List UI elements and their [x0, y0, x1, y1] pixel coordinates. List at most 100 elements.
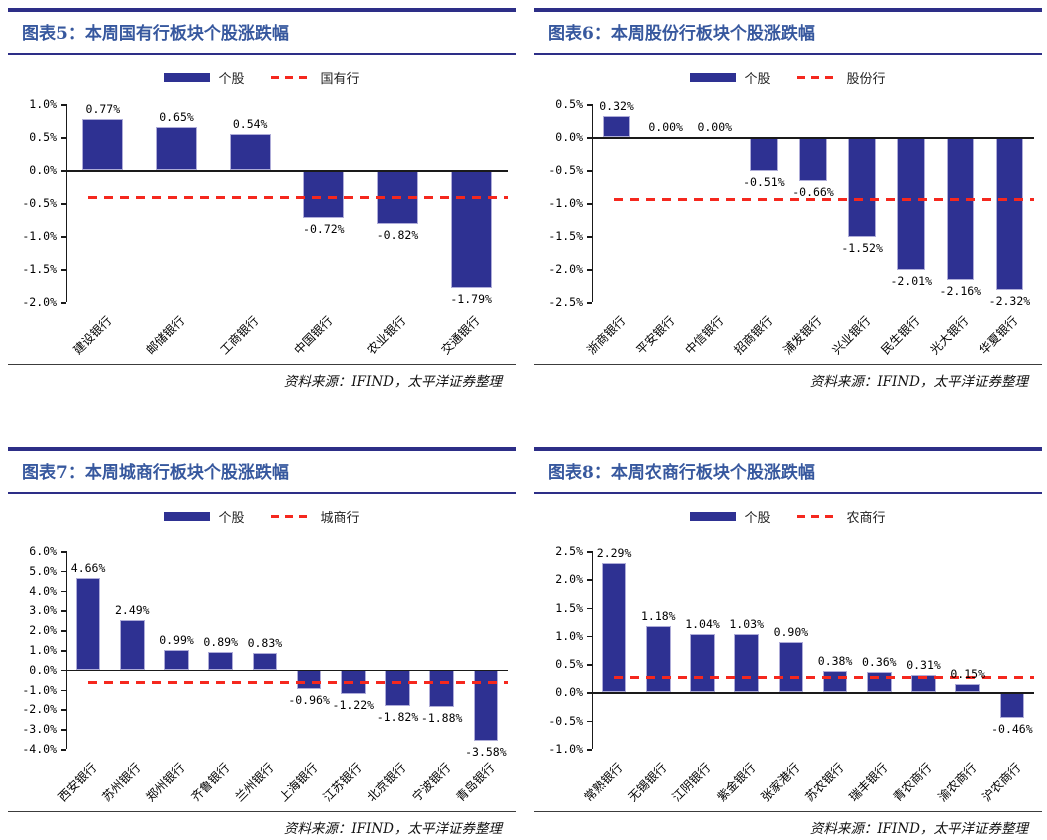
category-label: 兴业银行: [829, 313, 874, 358]
panel-top-rule: [8, 447, 516, 451]
y-tick-label: -1.0%: [548, 742, 583, 756]
bar: [82, 119, 124, 170]
category-label: 紫金银行: [714, 760, 759, 805]
value-label: -0.82%: [376, 228, 419, 243]
bar-chart: 2.5% 2.0% 1.5% 1.0% 0.5% 0.0% -0.5% -1.0% 2.29% 常…: [534, 543, 1042, 807]
category-label: 无锡银行: [625, 760, 670, 805]
y-tick: [61, 729, 66, 731]
y-tick-label: -3.0%: [22, 722, 57, 737]
y-tick: [61, 669, 66, 672]
value-label: 0.36%: [861, 655, 897, 670]
category-label: 张家港行: [758, 760, 803, 805]
panel-top-rule: [534, 8, 1042, 12]
figure-title: 图表5：本周国有行板块个股涨跌幅: [22, 24, 289, 44]
y-tick: [61, 302, 66, 304]
bar-series-swatch: [164, 511, 211, 521]
category-label: 农业银行: [364, 313, 409, 358]
category-label: 建设银行: [70, 313, 115, 358]
value-label: 2.29%: [596, 545, 632, 560]
category-label: 兰州银行: [232, 760, 277, 805]
y-tick-label: 0.0%: [555, 685, 583, 700]
category-label: 瑞丰银行: [846, 760, 891, 805]
y-tick-label: 1.0%: [29, 643, 57, 657]
figure-title: 图表8：本周农商行板块个股涨跌幅: [548, 463, 815, 483]
value-label: -1.82%: [376, 709, 419, 724]
y-tick-label: 0.0%: [29, 662, 57, 677]
bar: [385, 669, 410, 706]
value-label: -0.51%: [743, 174, 785, 189]
y-tick-label: 0.5%: [555, 657, 583, 672]
y-tick: [61, 104, 66, 106]
figure-panel-7: 图表7：本周城商行板块个股涨跌幅 个股 城商行 6.0% 5.0% 4.0% 3.0%…: [8, 447, 516, 837]
value-label: 0.89%: [203, 635, 238, 650]
y-tick-label: -1.0%: [22, 229, 57, 243]
bar: [734, 634, 760, 693]
category-label: 渝农商行: [935, 760, 980, 805]
title-divider: [8, 492, 516, 494]
y-tick: [587, 579, 592, 581]
y-tick-label: 0.5%: [29, 130, 57, 144]
value-label: -1.88%: [420, 711, 463, 726]
category-label: 江苏银行: [320, 760, 365, 805]
y-tick-label: 2.0%: [29, 623, 57, 638]
panel-top-rule: [8, 8, 516, 12]
y-tick-label: -1.0%: [548, 196, 583, 210]
y-tick-label: -1.5%: [22, 262, 57, 276]
y-tick: [61, 749, 66, 751]
y-tick: [61, 630, 66, 632]
y-tick: [587, 302, 592, 304]
y-tick-label: 1.0%: [555, 628, 583, 643]
category-label: 青农商行: [890, 760, 935, 805]
category-label: 宁波银行: [409, 760, 454, 805]
y-tick-label: -2.0%: [548, 262, 583, 276]
y-tick-label: 3.0%: [29, 603, 57, 618]
bar: [450, 170, 492, 289]
bar: [778, 641, 804, 693]
value-label: 2.49%: [114, 603, 150, 618]
bar-series-label: 个股: [744, 71, 771, 87]
y-tick-label: 0.0%: [29, 163, 57, 177]
category-label: 北京银行: [364, 760, 409, 805]
bar: [155, 127, 198, 170]
y-tick-label: 5.0%: [29, 563, 57, 578]
y-tick: [61, 610, 66, 612]
source-note: 资料来源：IFIND，太平洋证券整理: [809, 374, 1028, 390]
figure-panel-6: 图表6：本周股份行板块个股涨跌幅 个股 股份行 0.5% 0.0% -0.5% -1.…: [534, 8, 1042, 390]
category-label: 华夏银行: [976, 313, 1021, 358]
bar: [75, 577, 101, 670]
bar-series-label: 个股: [218, 71, 245, 87]
bar: [995, 137, 1024, 291]
bar: [119, 620, 145, 670]
category-label: 沪农商行: [979, 760, 1024, 805]
value-label: 0.00%: [648, 120, 683, 134]
bar: [848, 137, 876, 238]
figure-title: 图表6：本周股份行板块个股涨跌幅: [548, 24, 815, 44]
index-line-swatch: [270, 75, 313, 79]
category-label: 苏州银行: [99, 760, 144, 805]
value-label: 1.04%: [685, 616, 720, 631]
bar: [229, 134, 271, 170]
y-tick-label: -4.0%: [22, 742, 57, 756]
value-label: -1.52%: [841, 241, 883, 256]
bar: [822, 670, 848, 693]
title-divider: [534, 53, 1042, 55]
bar-series-swatch: [690, 72, 737, 82]
y-tick: [587, 137, 592, 139]
index-line: [614, 676, 1034, 680]
y-axis: [66, 551, 67, 749]
bar-series-swatch: [690, 511, 737, 521]
value-label: -3.58%: [465, 744, 507, 759]
value-label: -1.22%: [332, 697, 375, 712]
category-label: 浦发银行: [780, 313, 825, 358]
category-label: 江阴银行: [669, 760, 714, 805]
figure-title: 图表7：本周城商行板块个股涨跌幅: [22, 463, 289, 483]
bar: [164, 650, 189, 670]
bar: [208, 652, 234, 670]
y-tick-label: 1.5%: [555, 600, 583, 615]
bar: [911, 674, 936, 693]
bar-series-label: 个股: [744, 510, 771, 526]
bar: [999, 692, 1025, 719]
x-axis: [592, 137, 1034, 139]
index-line-label: 国有行: [320, 71, 360, 87]
